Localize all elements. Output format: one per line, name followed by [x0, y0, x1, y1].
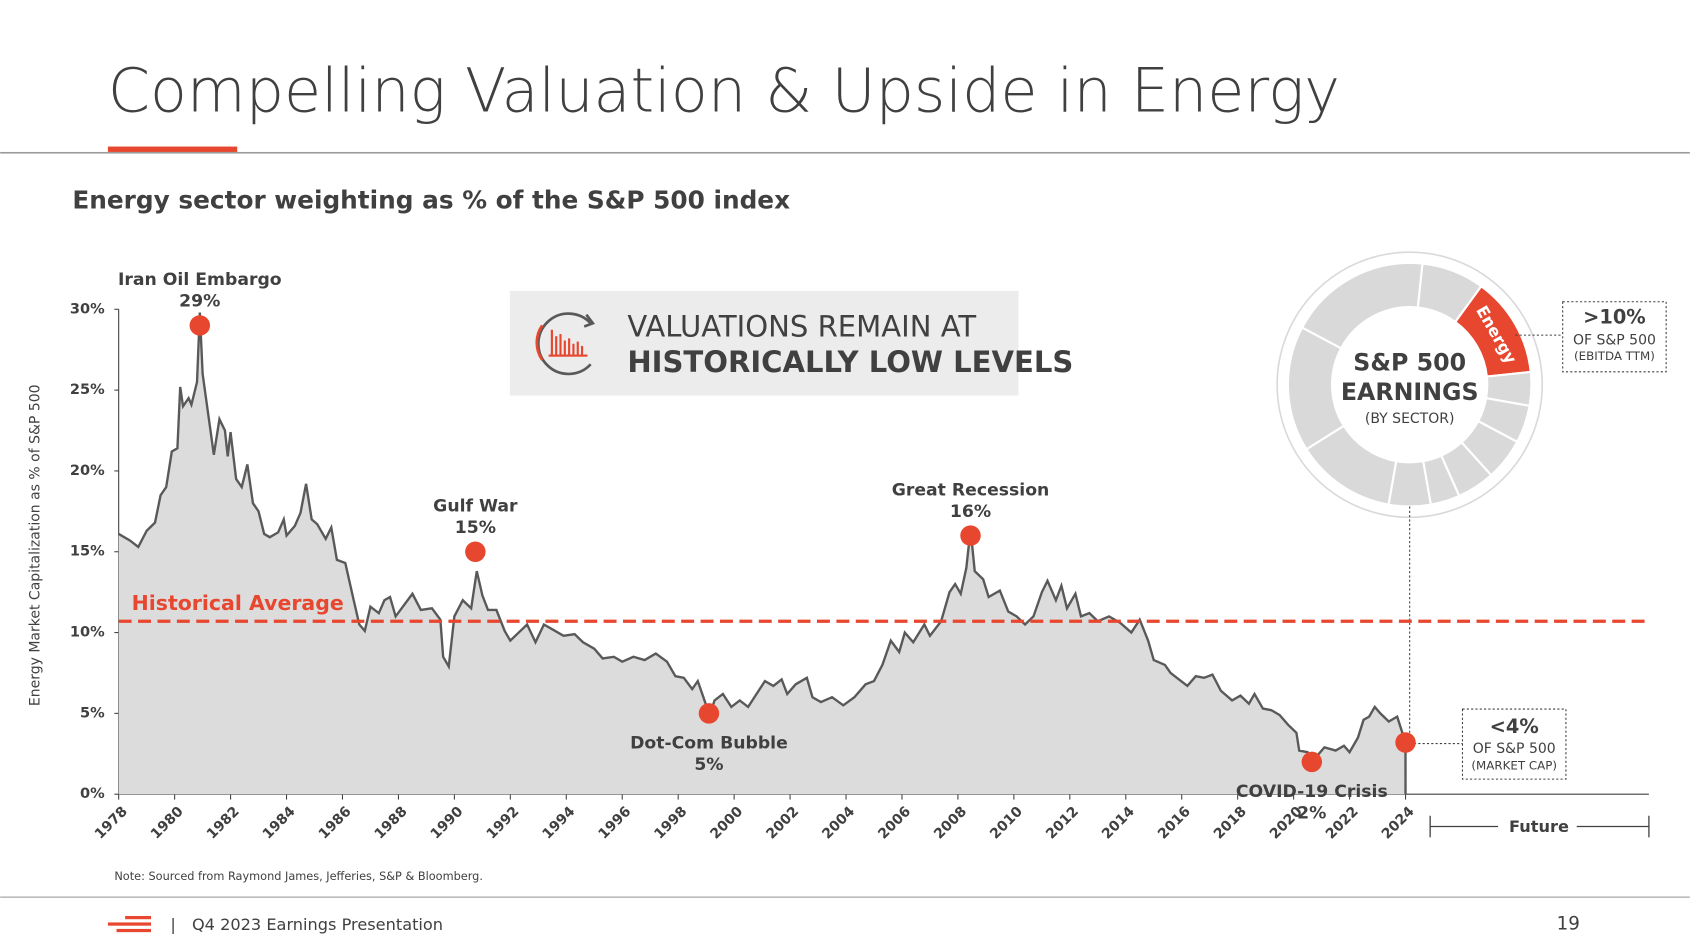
callout-bars: [548, 329, 588, 357]
x-tick-label: 2024: [1379, 803, 1418, 842]
x-tick-label: 1978: [92, 804, 131, 843]
x-tick-label: 2000: [707, 803, 746, 842]
x-tick-label: 2016: [1155, 804, 1194, 843]
reference-label: Historical Average: [132, 591, 344, 615]
footer-text: Q4 2023 Earnings Presentation: [192, 915, 443, 934]
y-tick-label: 0%: [80, 786, 105, 802]
event-value: 5%: [694, 755, 723, 775]
x-tick-label: 2008: [931, 804, 970, 843]
callout-icon: [535, 312, 595, 376]
event-label: Iran Oil Embargo: [118, 270, 282, 290]
header-rule: [0, 151, 1690, 154]
slide-title: Compelling Valuation & Upside in Energy: [108, 56, 1340, 126]
donut: Energy: [1276, 251, 1544, 519]
x-tick-label: 1996: [595, 804, 634, 843]
header-accent: [107, 146, 238, 152]
x-tick-label: 1986: [316, 804, 355, 843]
x-tick-label: 1980: [148, 803, 187, 842]
sector-segment: [1300, 261, 1424, 350]
current-marker: [1395, 732, 1416, 753]
callout-line1: VALUATIONS REMAIN AT: [627, 310, 976, 344]
y-tick-label: 5%: [80, 705, 105, 721]
box-headline: >10%: [1583, 305, 1646, 328]
x-tick-label: 1998: [651, 804, 690, 843]
note: Note: Sourced from Raymond James, Jeffer…: [114, 870, 483, 883]
box-line: OF S&P 500: [1573, 333, 1656, 349]
box-line: (EBITDA TTM): [1574, 349, 1655, 363]
y-axis-label: Energy Market Capitalization as % of S&P…: [28, 384, 44, 706]
event-marker: [698, 703, 720, 724]
event-label: Great Recession: [892, 480, 1050, 500]
donut-subtitle: (BY SECTOR): [1365, 411, 1455, 427]
event-label: COVID-19 Crisis: [1236, 782, 1388, 802]
event-label: Gulf War: [433, 496, 518, 516]
x-tick-label: 2002: [763, 804, 802, 843]
callout-box: [509, 290, 1019, 396]
x-tick-label: 2014: [1099, 803, 1138, 842]
event-marker: [189, 315, 211, 336]
x-tick-label: 2022: [1323, 804, 1362, 843]
x-tick-label: 1988: [372, 804, 411, 843]
y-tick-label: 20%: [70, 463, 105, 479]
market-cap-box: [1461, 708, 1567, 780]
future-label: Future: [1509, 817, 1569, 836]
future-bracket: [1429, 815, 1650, 838]
event-label: Dot-Com Bubble: [630, 734, 788, 754]
donut-title-1: S&P 500: [1353, 349, 1466, 377]
x-tick-label: 2006: [875, 804, 914, 843]
footer-separator: |: [170, 915, 175, 934]
logo: [107, 915, 152, 933]
callout-line2: HISTORICALLY LOW LEVELS: [627, 345, 1073, 379]
page-number: 19: [1557, 914, 1580, 935]
footer-rule: [0, 896, 1690, 898]
area-fill: [118, 312, 1406, 795]
box-line: (MARKET CAP): [1471, 759, 1557, 773]
event-value: 2%: [1297, 804, 1326, 824]
event-value: 15%: [455, 518, 496, 538]
y-tick-label: 30%: [70, 301, 105, 317]
event-value: 29%: [179, 292, 220, 312]
box-line: OF S&P 500: [1473, 741, 1556, 757]
donut-title-2: EARNINGS: [1341, 378, 1479, 406]
area-line: [118, 312, 1407, 795]
event-marker: [465, 541, 486, 562]
event-value: 16%: [950, 502, 991, 522]
x-tick-label: 2018: [1211, 804, 1250, 843]
event-marker: [960, 525, 981, 546]
x-tick-label: 1990: [428, 803, 467, 842]
y-tick-label: 25%: [70, 382, 105, 398]
x-tick-label: 2004: [819, 803, 858, 842]
x-tick-label: 2012: [1043, 804, 1082, 843]
x-tick-label: 2010: [987, 803, 1026, 842]
y-tick-label: 15%: [70, 544, 105, 560]
x-tick-label: 1984: [260, 803, 299, 842]
x-tick-label: 1994: [540, 803, 579, 842]
event-marker: [1301, 751, 1323, 773]
box-headline: <4%: [1490, 715, 1539, 738]
subtitle: Energy sector weighting as % of the S&P …: [72, 186, 790, 215]
x-tick-label: 1982: [204, 804, 243, 843]
y-tick-label: 10%: [70, 625, 105, 641]
ebitda-box: [1562, 301, 1667, 373]
x-tick-label: 1992: [484, 804, 523, 843]
